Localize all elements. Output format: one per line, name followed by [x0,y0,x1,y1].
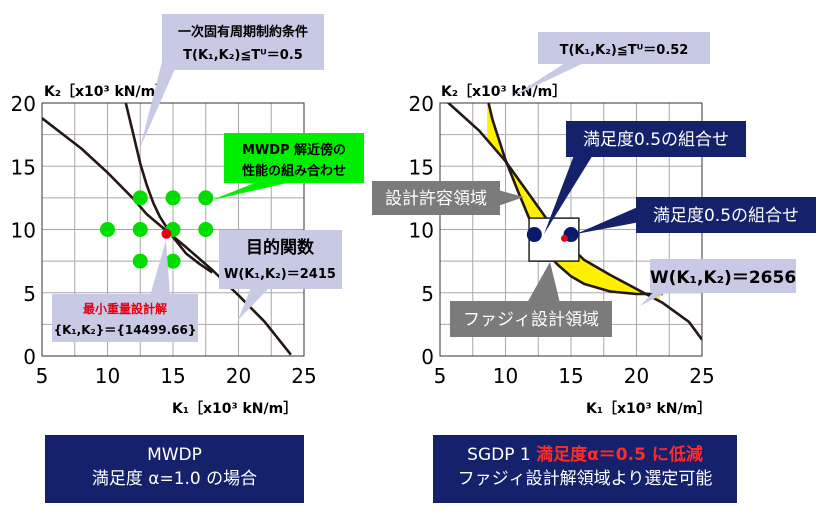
x-tick-label: 10 [493,364,518,388]
combo-label-1-callout: 満足度0.5の組合せ [544,121,746,234]
right-x-axis-label: K₁［x10³ kN/m］ [586,400,711,417]
y-tick-label: 0 [421,345,434,369]
y-tick-label: 20 [11,92,36,116]
x-tick-label: 15 [558,364,583,388]
right-footer-prefix: SGDP 1 [467,445,531,465]
right-footer-line2: ファジィ設計解領域より選定可能 [457,469,713,489]
allowable-region-label: 設計許容領域 [385,189,487,209]
mwdp-point [100,222,115,237]
x-tick-label: 20 [226,364,251,388]
objective-callout-line2: W(K₁,K₂)＝2415 [224,267,336,282]
mwdp-callout-line2: 性能の組み合わせ [242,163,346,179]
x-tick-label: 5 [434,364,447,388]
left-mwdp-points [100,190,214,269]
x-tick-label: 20 [624,364,649,388]
mwdp-callout: MWDP 解近傍の 性能の組み合わせ [212,133,364,200]
left-y-axis-label: K₂［x10³ kN/m］ [44,83,169,100]
right-constraint-callout-text: T(K₁,K₂)≦Tᵁ＝0.52 [560,43,689,58]
y-tick-label: 0 [23,345,36,369]
y-tick-label: 5 [23,282,36,306]
y-tick-label: 10 [409,219,434,243]
allowable-region-label-callout: 設計許容領域 [372,181,524,215]
objective-callout-right-text: W(K₁,K₂)＝2656 [650,268,796,288]
x-tick-label: 10 [95,364,120,388]
y-tick-label: 20 [409,92,434,116]
constraint-callout-line2: T(K₁,K₂)≦Tᵁ＝0.5 [183,48,303,63]
left-footer-line1: MWDP [147,445,202,465]
right-footer-highlight: 満足度α＝0.5 に低減 [536,445,703,465]
optimum-point [161,228,172,239]
fuzzy-region-label: ファジィ設計領域 [463,310,599,330]
constraint-curve-2 [124,103,214,274]
fuzzy-region-label-callout: ファジィ設計領域 [450,262,612,337]
mwdp-point [198,222,214,237]
left-plot-frame [41,102,305,357]
constraint-callout-line1: 一次固有周期制約条件 [178,24,308,40]
combo-label-1: 満足度0.5の組合せ [583,130,729,150]
right-x-tick-labels: 5 10 15 20 25 [434,364,715,388]
y-tick-label: 15 [11,155,36,179]
mwdp-point [132,222,148,237]
min-weight-callout-line1: 最小重量設計解 [83,301,167,316]
x-tick-label: 15 [160,364,185,388]
combo-point [526,227,542,243]
left-footer-line2: 満足度 α=1.0 の場合 [91,469,258,489]
x-tick-label: 25 [689,364,714,388]
constraint-curve-1 [446,103,702,341]
right-footer: SGDP 1 満足度α＝0.5 に低減 ファジィ設計解領域より選定可能 [433,435,737,503]
left-x-tick-labels: 5 10 15 20 25 [36,364,317,388]
x-tick-label: 25 [291,364,316,388]
right-y-tick-labels: 20 15 10 5 0 [409,92,434,369]
y-tick-label: 5 [421,282,434,306]
mwdp-callout-line1: MWDP 解近傍の [242,142,346,158]
constraint-callout: 一次固有周期制約条件 T(K₁,K₂)≦Tᵁ＝0.5 [140,14,324,148]
right-footer-line1: SGDP 1 満足度α＝0.5 に低減 [433,443,737,467]
combo-label-2-callout: 満足度0.5の組合せ [576,197,816,234]
left-y-tick-labels: 20 15 10 5 0 [11,92,36,369]
mwdp-point [132,253,148,269]
x-tick-label: 5 [36,364,49,388]
y-tick-label: 10 [11,219,36,243]
y-tick-label: 15 [409,155,434,179]
objective-callout-right: W(K₁,K₂)＝2656 [640,259,796,306]
right-constraint-callout: T(K₁,K₂)≦Tᵁ＝0.52 [510,32,710,98]
mwdp-point [165,190,181,206]
mwdp-point [132,190,148,206]
left-x-axis-label: K₁［x10³ kN/m］ [172,400,297,417]
combo-label-2: 満足度0.5の組合せ [653,206,799,226]
right-combo-points [526,227,579,243]
right-y-axis-label: K₂［x10³ kN/m］ [441,83,566,100]
left-footer: MWDP 満足度 α=1.0 の場合 [45,435,304,503]
mwdp-point [165,253,181,269]
objective-callout: 目的関数 W(K₁,K₂)＝2415 [219,230,342,320]
objective-callout-line1: 目的関数 [246,237,315,258]
mwdp-point [198,190,214,206]
min-weight-callout: 最小重量設計解 {K₁,K₂}＝{14499.66} [52,240,198,342]
min-weight-callout-line2: {K₁,K₂}＝{14499.66} [54,323,197,337]
optimum-point [560,234,568,242]
